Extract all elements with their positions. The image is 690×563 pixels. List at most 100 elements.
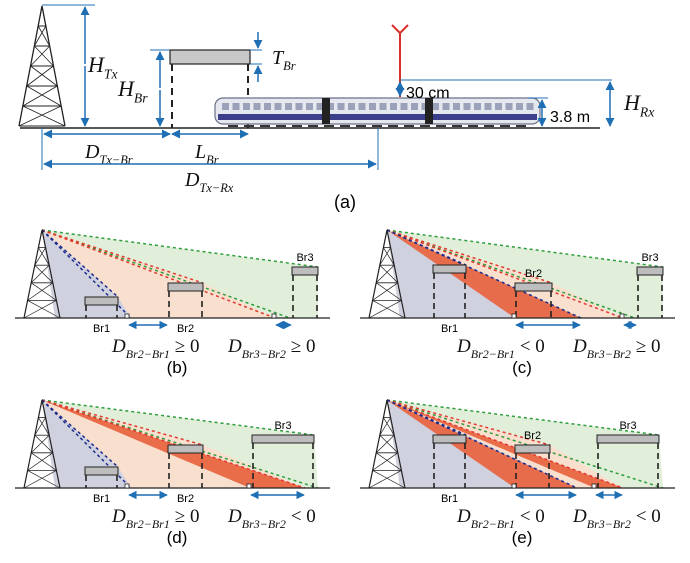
tower-brace xyxy=(19,106,61,126)
gap-marker xyxy=(125,314,129,318)
math-sub: Br xyxy=(134,91,148,106)
bridge-deck xyxy=(168,283,203,291)
train-window xyxy=(243,103,250,110)
train-window xyxy=(485,103,492,110)
train-window xyxy=(390,103,397,110)
train-window xyxy=(380,103,387,110)
antenna-gap-label: 30 cm xyxy=(406,85,450,102)
tower-brace xyxy=(28,453,53,471)
tower-brace xyxy=(369,300,401,318)
tower-brace xyxy=(38,230,42,248)
math-main: D xyxy=(84,141,100,163)
train-window xyxy=(516,103,523,110)
train-window xyxy=(359,103,366,110)
math-main: D xyxy=(456,336,471,357)
tower-brace xyxy=(24,300,56,318)
train-height-label: 3.8 m xyxy=(550,109,590,126)
math-sub: Tx−Br xyxy=(99,153,132,167)
math-sub: Br2−Br1 xyxy=(471,347,515,361)
panel: Br1Br2Br3DBr2−Br1≥ 0DBr3−Br2< 0(d) xyxy=(15,400,330,547)
condition-label: DBr3−Br2≥ 0 xyxy=(227,336,316,361)
train-window xyxy=(296,103,303,110)
condition-label: DBr3−Br2< 0 xyxy=(227,506,316,531)
train-window xyxy=(506,103,513,110)
tower-brace xyxy=(28,283,53,301)
math-sub: Br xyxy=(206,153,219,167)
train-window xyxy=(453,103,460,110)
math-sub: Br3−Br2 xyxy=(587,347,631,361)
tower-brace xyxy=(31,66,58,86)
train-window xyxy=(285,103,292,110)
math-rel: < 0 xyxy=(520,506,545,527)
caption: (d) xyxy=(167,528,188,547)
train-window xyxy=(401,103,408,110)
math-rel: ≥ 0 xyxy=(175,506,200,527)
tower-brace xyxy=(383,230,387,248)
bridge-deck xyxy=(85,297,118,305)
caption: (e) xyxy=(512,528,533,547)
caption: (a) xyxy=(334,192,356,212)
bridge-deck xyxy=(515,445,550,453)
math-main: D xyxy=(184,169,200,191)
gap-marker xyxy=(247,484,251,488)
math-sub: Rx xyxy=(639,105,654,120)
condition-label: DBr3−Br2≥ 0 xyxy=(572,336,661,361)
tower-brace xyxy=(383,400,387,418)
bridge-label: Br2 xyxy=(525,268,542,280)
train-window xyxy=(348,103,355,110)
train-window xyxy=(254,103,261,110)
math-label: HBr xyxy=(117,76,148,106)
math-main: D xyxy=(227,506,242,527)
bridge-label: Br1 xyxy=(441,493,458,505)
bridge-label: Br2 xyxy=(524,430,541,442)
train-joint xyxy=(322,98,330,124)
math-main: D xyxy=(572,336,587,357)
math-sub: Br3−Br2 xyxy=(587,517,631,531)
bridge-deck xyxy=(433,435,466,443)
gap-marker xyxy=(592,484,596,488)
math-sub: Br2−Br1 xyxy=(126,517,170,531)
tower-brace xyxy=(369,470,401,488)
caption: (c) xyxy=(512,358,532,377)
train-window xyxy=(411,103,418,110)
math-rel: ≥ 0 xyxy=(291,336,316,357)
math-label: DTx−Rx xyxy=(184,169,234,195)
condition-label: DBr3−Br2< 0 xyxy=(572,506,661,531)
math-rel: < 0 xyxy=(636,506,661,527)
bridge-deck xyxy=(292,267,318,275)
math-sub: Br xyxy=(283,59,296,73)
train-window xyxy=(527,103,534,110)
bridge-deck xyxy=(168,445,203,453)
bridge-deck xyxy=(637,267,663,275)
tower-brace xyxy=(42,6,46,26)
train-stripe xyxy=(218,114,537,120)
antenna xyxy=(400,25,408,33)
bridge-label: Br3 xyxy=(274,420,291,432)
math-sub: Br3−Br2 xyxy=(242,517,286,531)
figure: HTxHBrTBr30 cm3.8 mHRxDTx−BrLBrDTx−Rx(a)… xyxy=(0,0,690,563)
train-body xyxy=(215,98,540,124)
train-window xyxy=(443,103,450,110)
bridge-label: Br1 xyxy=(441,323,458,335)
math-main: D xyxy=(227,336,242,357)
math-label: HTx xyxy=(87,52,118,82)
math-main: D xyxy=(111,506,126,527)
antenna xyxy=(392,25,400,33)
panel: Br1Br2Br3DBr2−Br1< 0DBr3−Br2≥ 0(c) xyxy=(360,230,675,377)
bridge-label: Br3 xyxy=(296,252,313,264)
train-window xyxy=(264,103,271,110)
train-window xyxy=(306,103,313,110)
tower-brace xyxy=(24,470,56,488)
bridge-deck xyxy=(170,50,250,64)
gap-marker xyxy=(272,314,276,318)
math-sub: Br2−Br1 xyxy=(126,347,170,361)
train-window xyxy=(275,103,282,110)
bridge-label: Br3 xyxy=(641,252,658,264)
train-window xyxy=(369,103,376,110)
train-window xyxy=(464,103,471,110)
bridge-deck xyxy=(433,265,466,273)
math-sub: Tx xyxy=(104,67,118,82)
tower-brace xyxy=(23,86,58,106)
bridge-deck xyxy=(597,435,659,443)
